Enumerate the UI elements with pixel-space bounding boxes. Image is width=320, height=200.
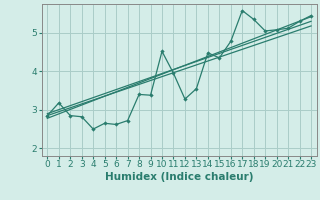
X-axis label: Humidex (Indice chaleur): Humidex (Indice chaleur) <box>105 172 253 182</box>
